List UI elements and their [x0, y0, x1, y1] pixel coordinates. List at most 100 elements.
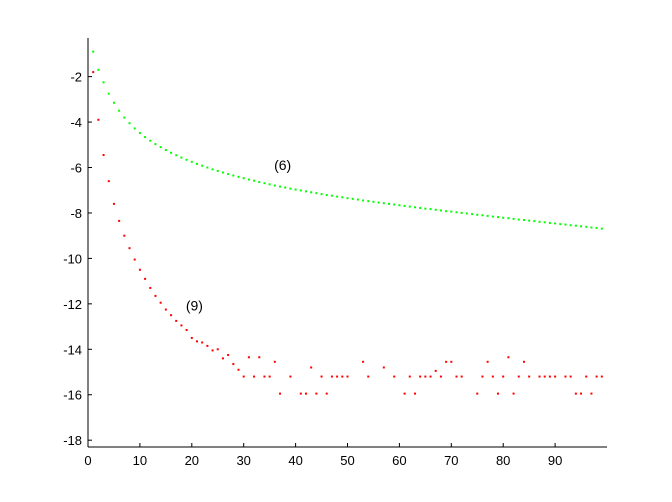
data-point — [429, 208, 432, 211]
data-point — [227, 353, 230, 356]
y-tick-label: -16 — [63, 388, 82, 403]
data-point — [413, 206, 416, 209]
data-point — [528, 219, 531, 222]
data-point — [336, 195, 339, 198]
data-point — [170, 314, 173, 317]
x-tick-label: 40 — [288, 453, 302, 468]
data-point — [372, 200, 375, 203]
data-point — [398, 204, 401, 207]
data-point — [595, 375, 598, 378]
data-point — [237, 368, 240, 371]
data-point — [263, 182, 266, 185]
data-point — [138, 268, 141, 271]
data-point — [439, 375, 442, 378]
data-point — [413, 392, 416, 395]
x-tick-label: 70 — [444, 453, 458, 468]
data-point — [580, 225, 583, 228]
data-point — [149, 139, 152, 142]
data-point — [201, 164, 204, 167]
data-point — [201, 341, 204, 344]
data-point — [497, 392, 500, 395]
data-point — [159, 301, 162, 304]
data-point — [429, 375, 432, 378]
data-point — [92, 71, 95, 74]
data-point — [221, 171, 224, 174]
y-tick-label: -6 — [70, 161, 82, 176]
data-point — [538, 375, 541, 378]
data-point — [403, 204, 406, 207]
data-point — [211, 168, 214, 171]
data-point — [128, 247, 131, 250]
y-tick-label: -2 — [70, 70, 82, 85]
data-point — [362, 199, 365, 202]
data-point — [97, 118, 100, 121]
data-point — [362, 360, 365, 363]
data-point — [419, 375, 422, 378]
data-point — [455, 375, 458, 378]
data-point — [533, 220, 536, 223]
data-point — [216, 169, 219, 172]
data-point — [325, 194, 328, 197]
data-point — [517, 218, 520, 221]
data-point — [491, 215, 494, 218]
data-point — [554, 375, 557, 378]
data-point — [393, 375, 396, 378]
data-point — [206, 344, 209, 347]
data-point — [279, 392, 282, 395]
x-ticks: 0 10 20 30 40 50 60 70 80 90 — [84, 443, 562, 468]
data-point — [460, 211, 463, 214]
data-point — [439, 209, 442, 212]
data-point — [569, 375, 572, 378]
data-point — [304, 392, 307, 395]
data-point — [388, 202, 391, 205]
x-tick-label: 90 — [548, 453, 562, 468]
data-point — [393, 203, 396, 206]
data-point — [522, 360, 525, 363]
y-ticks: -18 -16 -14 -12 -10 -8 -6 -4 -2 — [63, 70, 92, 448]
data-point — [450, 360, 453, 363]
x-tick-label: 50 — [340, 453, 354, 468]
data-point — [465, 212, 468, 215]
annotations: (6) (9) — [186, 157, 291, 314]
data-point — [543, 375, 546, 378]
data-point — [476, 213, 479, 216]
data-point — [476, 392, 479, 395]
data-point — [346, 375, 349, 378]
data-point — [336, 375, 339, 378]
data-point — [325, 392, 328, 395]
data-point — [304, 190, 307, 193]
data-point — [600, 227, 603, 230]
data-point — [517, 375, 520, 378]
data-point — [237, 175, 240, 178]
data-point — [502, 375, 505, 378]
curve-label: (9) — [186, 298, 203, 314]
data-point — [232, 363, 235, 366]
data-point — [445, 210, 448, 213]
data-point — [112, 202, 115, 205]
data-point — [574, 224, 577, 227]
axes-frame — [87, 38, 607, 448]
data-point — [206, 166, 209, 169]
data-point — [590, 392, 593, 395]
data-point — [460, 375, 463, 378]
data-point — [507, 217, 510, 220]
data-point — [600, 375, 603, 378]
data-point — [481, 375, 484, 378]
data-point — [548, 221, 551, 224]
data-point — [408, 205, 411, 208]
data-point — [258, 356, 261, 359]
data-point — [403, 392, 406, 395]
data-point — [434, 208, 437, 211]
x-tick-label: 20 — [185, 453, 199, 468]
y-tick-label: -14 — [63, 342, 82, 357]
data-point — [590, 226, 593, 229]
data-point — [123, 234, 126, 237]
data-point — [164, 149, 167, 152]
data-point — [341, 196, 344, 199]
data-point — [528, 375, 531, 378]
data-point — [242, 177, 245, 180]
series-0 — [92, 50, 603, 230]
data-point — [491, 375, 494, 378]
data-point — [595, 226, 598, 229]
